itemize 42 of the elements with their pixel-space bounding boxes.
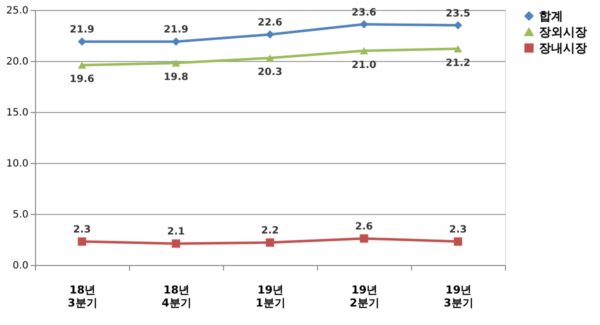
data-label: 21.0 xyxy=(352,60,376,71)
point xyxy=(266,54,274,62)
data-label: 19.6 xyxy=(70,74,94,86)
data-label: 2.1 xyxy=(167,226,185,238)
point xyxy=(360,47,368,54)
data-label: 2.6 xyxy=(355,221,373,232)
data-label: 21.2 xyxy=(446,58,470,69)
data-label: 21.9 xyxy=(70,24,94,36)
data-label: 23.6 xyxy=(352,7,376,18)
legend-label: 장외시장 xyxy=(539,25,587,39)
point xyxy=(266,30,274,39)
point xyxy=(78,61,86,69)
point xyxy=(172,37,180,46)
point xyxy=(172,239,180,248)
data-label: 21.9 xyxy=(164,24,188,36)
data-label: 22.6 xyxy=(258,17,282,28)
data-label: 2.2 xyxy=(261,226,279,237)
y-tick-label: 10.0 xyxy=(6,158,28,170)
data-label: 2.3 xyxy=(449,224,467,236)
y-tick-label: 0.0 xyxy=(12,260,28,272)
data-label: 2.3 xyxy=(73,224,91,236)
point xyxy=(360,234,368,243)
y-tick-label: 25.0 xyxy=(6,6,28,16)
data-label: 19.8 xyxy=(164,72,188,84)
x-tick-label: 19년 1분기 xyxy=(256,284,286,310)
x-tick-label: 18년 4분기 xyxy=(162,284,192,310)
legend-label: 합계 xyxy=(539,9,563,23)
point xyxy=(266,238,274,247)
point xyxy=(172,59,180,67)
data-label: 23.5 xyxy=(446,8,470,20)
y-tick-label: 5.0 xyxy=(12,210,28,220)
data-label: 20.3 xyxy=(258,66,282,78)
point xyxy=(454,45,462,52)
legend-label: 장내시장 xyxy=(539,41,587,55)
point xyxy=(78,237,86,246)
y-tick-label: 20.0 xyxy=(6,56,28,68)
x-tick-label: 19년 3분기 xyxy=(444,284,474,310)
point xyxy=(454,237,462,246)
x-tick-label: 18년 3분기 xyxy=(68,284,98,310)
y-tick-label: 15.0 xyxy=(6,108,28,118)
x-tick-label: 19년 2분기 xyxy=(350,284,380,310)
point xyxy=(78,37,86,46)
